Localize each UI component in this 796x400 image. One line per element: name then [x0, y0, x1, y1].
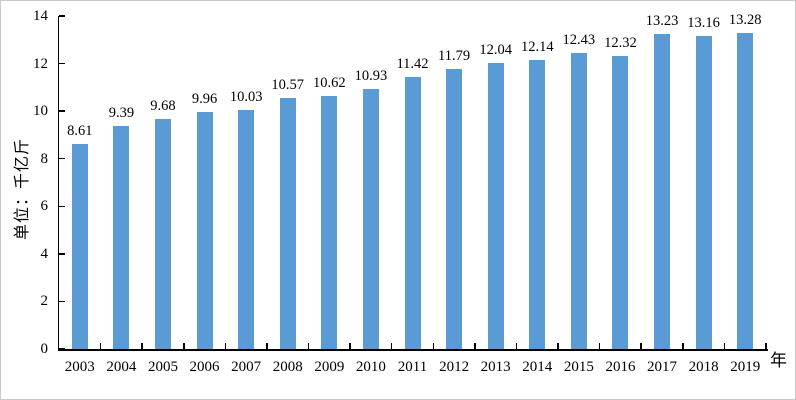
x-tick-label: 2019	[730, 359, 761, 375]
bar-value-label: 12.43	[562, 32, 596, 49]
bar-2009	[321, 96, 338, 349]
y-tick-label: 8	[40, 150, 49, 167]
bar-2006	[196, 112, 213, 349]
bar-2012	[446, 68, 463, 349]
x-tick-mark	[723, 343, 726, 349]
bar-value-label: 10.62	[313, 75, 346, 92]
x-tick-label: 2003	[64, 359, 95, 375]
bar-2017	[654, 34, 671, 349]
bar-value-label: 10.93	[354, 68, 388, 85]
x-tick-mark	[141, 343, 143, 349]
bar-2016	[612, 55, 629, 349]
bar-2013	[487, 62, 504, 349]
bar-value-label: 13.23	[645, 13, 679, 30]
y-tick-label: 14	[33, 8, 48, 24]
y-tick-label: 4	[40, 245, 49, 262]
x-tick-mark	[765, 343, 767, 349]
x-tick-label: 2011	[397, 359, 428, 375]
bar-value-label: 12.14	[520, 39, 554, 56]
x-tick-label: 2008	[272, 359, 303, 375]
y-tick-label: 0	[40, 341, 49, 357]
x-tick-label: 2013	[480, 359, 511, 375]
bar-value-label: 13.16	[687, 14, 720, 31]
x-tick-mark	[682, 343, 684, 349]
x-tick-mark	[474, 343, 476, 349]
x-axis-line	[57, 349, 768, 351]
x-tick-mark	[266, 343, 268, 349]
x-tick-label: 2006	[189, 359, 220, 375]
x-tick-mark	[640, 343, 642, 349]
bar-2007	[238, 110, 255, 349]
x-tick-mark	[224, 343, 227, 349]
bar-2011	[404, 77, 421, 349]
bar-value-label: 12.04	[479, 41, 512, 58]
bar-2010	[362, 89, 379, 349]
bar-value-label: 12.32	[604, 34, 637, 51]
y-tick-label: 10	[33, 103, 48, 120]
x-tick-label: 2012	[439, 359, 470, 375]
y-tick-mark	[59, 62, 65, 65]
bar-value-label: 9.68	[150, 97, 176, 114]
y-tick-mark	[59, 300, 65, 303]
bar-value-label: 11.42	[396, 56, 429, 73]
x-tick-mark	[390, 343, 393, 349]
x-tick-label: 2010	[355, 359, 386, 375]
bar-2005	[154, 118, 171, 349]
bar-value-label: 10.03	[229, 89, 263, 106]
x-tick-label: 2014	[522, 359, 553, 375]
bar-2015	[570, 53, 587, 349]
bar-value-label: 9.39	[108, 104, 135, 121]
y-tick-mark	[59, 110, 65, 112]
x-tick-label: 2016	[605, 359, 636, 375]
bar-value-label: 13.28	[728, 12, 762, 29]
x-tick-mark	[557, 343, 559, 349]
bar-2008	[279, 97, 296, 349]
bar-2014	[529, 60, 546, 349]
x-tick-label: 2005	[147, 359, 178, 375]
y-axis-line	[57, 16, 59, 351]
x-tick-mark	[99, 343, 102, 349]
y-tick-mark	[59, 253, 65, 255]
bar-2018	[695, 35, 712, 349]
bar-value-label: 9.96	[191, 91, 218, 108]
x-tick-mark	[183, 343, 185, 349]
x-axis-title: 年	[770, 351, 787, 370]
y-tick-label: 2	[40, 293, 49, 310]
y-tick-mark	[59, 348, 65, 350]
bar-value-label: 11.79	[438, 47, 471, 64]
x-tick-label: 2017	[647, 359, 678, 375]
x-tick-label: 2009	[314, 359, 345, 375]
x-tick-label: 2007	[231, 359, 262, 375]
bar-value-label: 8.61	[67, 123, 93, 140]
x-tick-mark	[307, 343, 310, 349]
x-tick-mark	[598, 343, 601, 349]
x-tick-mark	[432, 343, 435, 349]
y-tick-mark	[59, 157, 65, 160]
bar-2004	[113, 125, 130, 349]
x-tick-mark	[349, 343, 351, 349]
bar-2003	[71, 144, 88, 349]
x-tick-label: 2004	[106, 359, 137, 375]
y-tick-mark	[59, 15, 65, 17]
x-tick-label: 2018	[688, 359, 719, 375]
bar-value-label: 10.57	[271, 76, 305, 93]
x-tick-label: 2015	[563, 359, 594, 375]
bar-2019	[737, 33, 754, 349]
y-tick-label: 6	[40, 198, 49, 215]
y-tick-label: 12	[33, 55, 48, 72]
x-tick-mark	[515, 343, 518, 349]
y-tick-mark	[59, 205, 65, 208]
